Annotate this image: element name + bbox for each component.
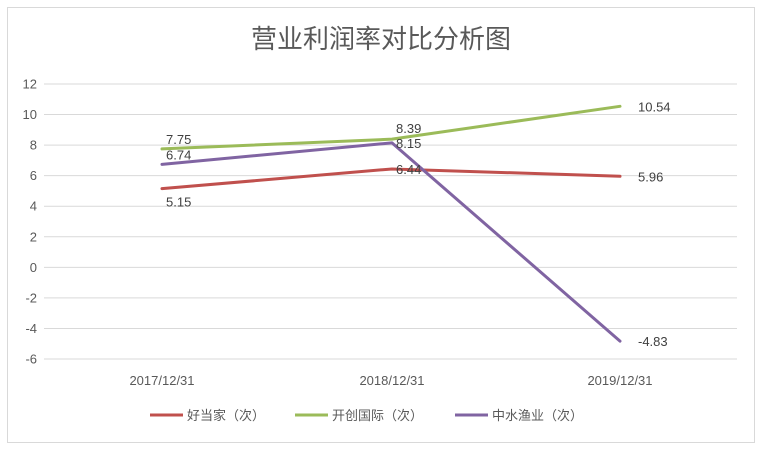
data-label: -4.83 (638, 334, 668, 349)
series-line (160, 167, 622, 191)
y-tick-label: -4 (25, 321, 37, 336)
y-tick-label: 2 (30, 229, 37, 244)
x-tick-label: 2019/12/31 (587, 373, 652, 388)
data-label: 8.15 (396, 136, 421, 151)
data-label: 10.54 (638, 99, 671, 114)
legend-label: 好当家（次） (187, 408, 265, 424)
data-label: 5.96 (638, 169, 663, 184)
y-tick-label: -2 (25, 290, 37, 305)
data-label: 6.74 (166, 147, 191, 162)
y-tick-label: 6 (30, 168, 37, 183)
x-tick-label: 2017/12/31 (129, 373, 194, 388)
y-tick-label: 4 (30, 199, 37, 214)
data-label: 8.39 (396, 121, 421, 136)
y-tick-label: 0 (30, 260, 37, 275)
chart-frame (7, 7, 755, 443)
legend-label: 开创国际（次） (332, 408, 423, 424)
series-line (160, 141, 622, 343)
y-tick-label: 8 (30, 138, 37, 153)
series-lines (160, 104, 622, 343)
y-tick-label: -6 (25, 352, 37, 367)
data-label: 5.15 (166, 195, 191, 210)
legend: 好当家（次） 开创国际（次） 中水渔业（次） (150, 408, 583, 424)
data-labels: 5.15 6.44 5.96 7.75 8.39 10.54 6.74 8.15 -4.83 (166, 99, 671, 349)
data-label: 7.75 (166, 132, 191, 147)
series-line (160, 104, 622, 151)
grid-lines (44, 83, 737, 360)
y-tick-label: 12 (23, 77, 37, 92)
y-tick-label: 10 (23, 107, 37, 122)
chart-title: 营业利润率对比分析图 (251, 25, 511, 55)
x-tick-label: 2018/12/31 (359, 373, 424, 388)
x-axis-ticks: 2017/12/31 2018/12/31 2019/12/31 (129, 373, 652, 388)
legend-label: 中水渔业（次） (492, 408, 583, 424)
y-axis-ticks: 12 10 8 6 4 2 0 -2 -4 -6 (23, 77, 37, 367)
data-label: 6.44 (396, 162, 421, 177)
